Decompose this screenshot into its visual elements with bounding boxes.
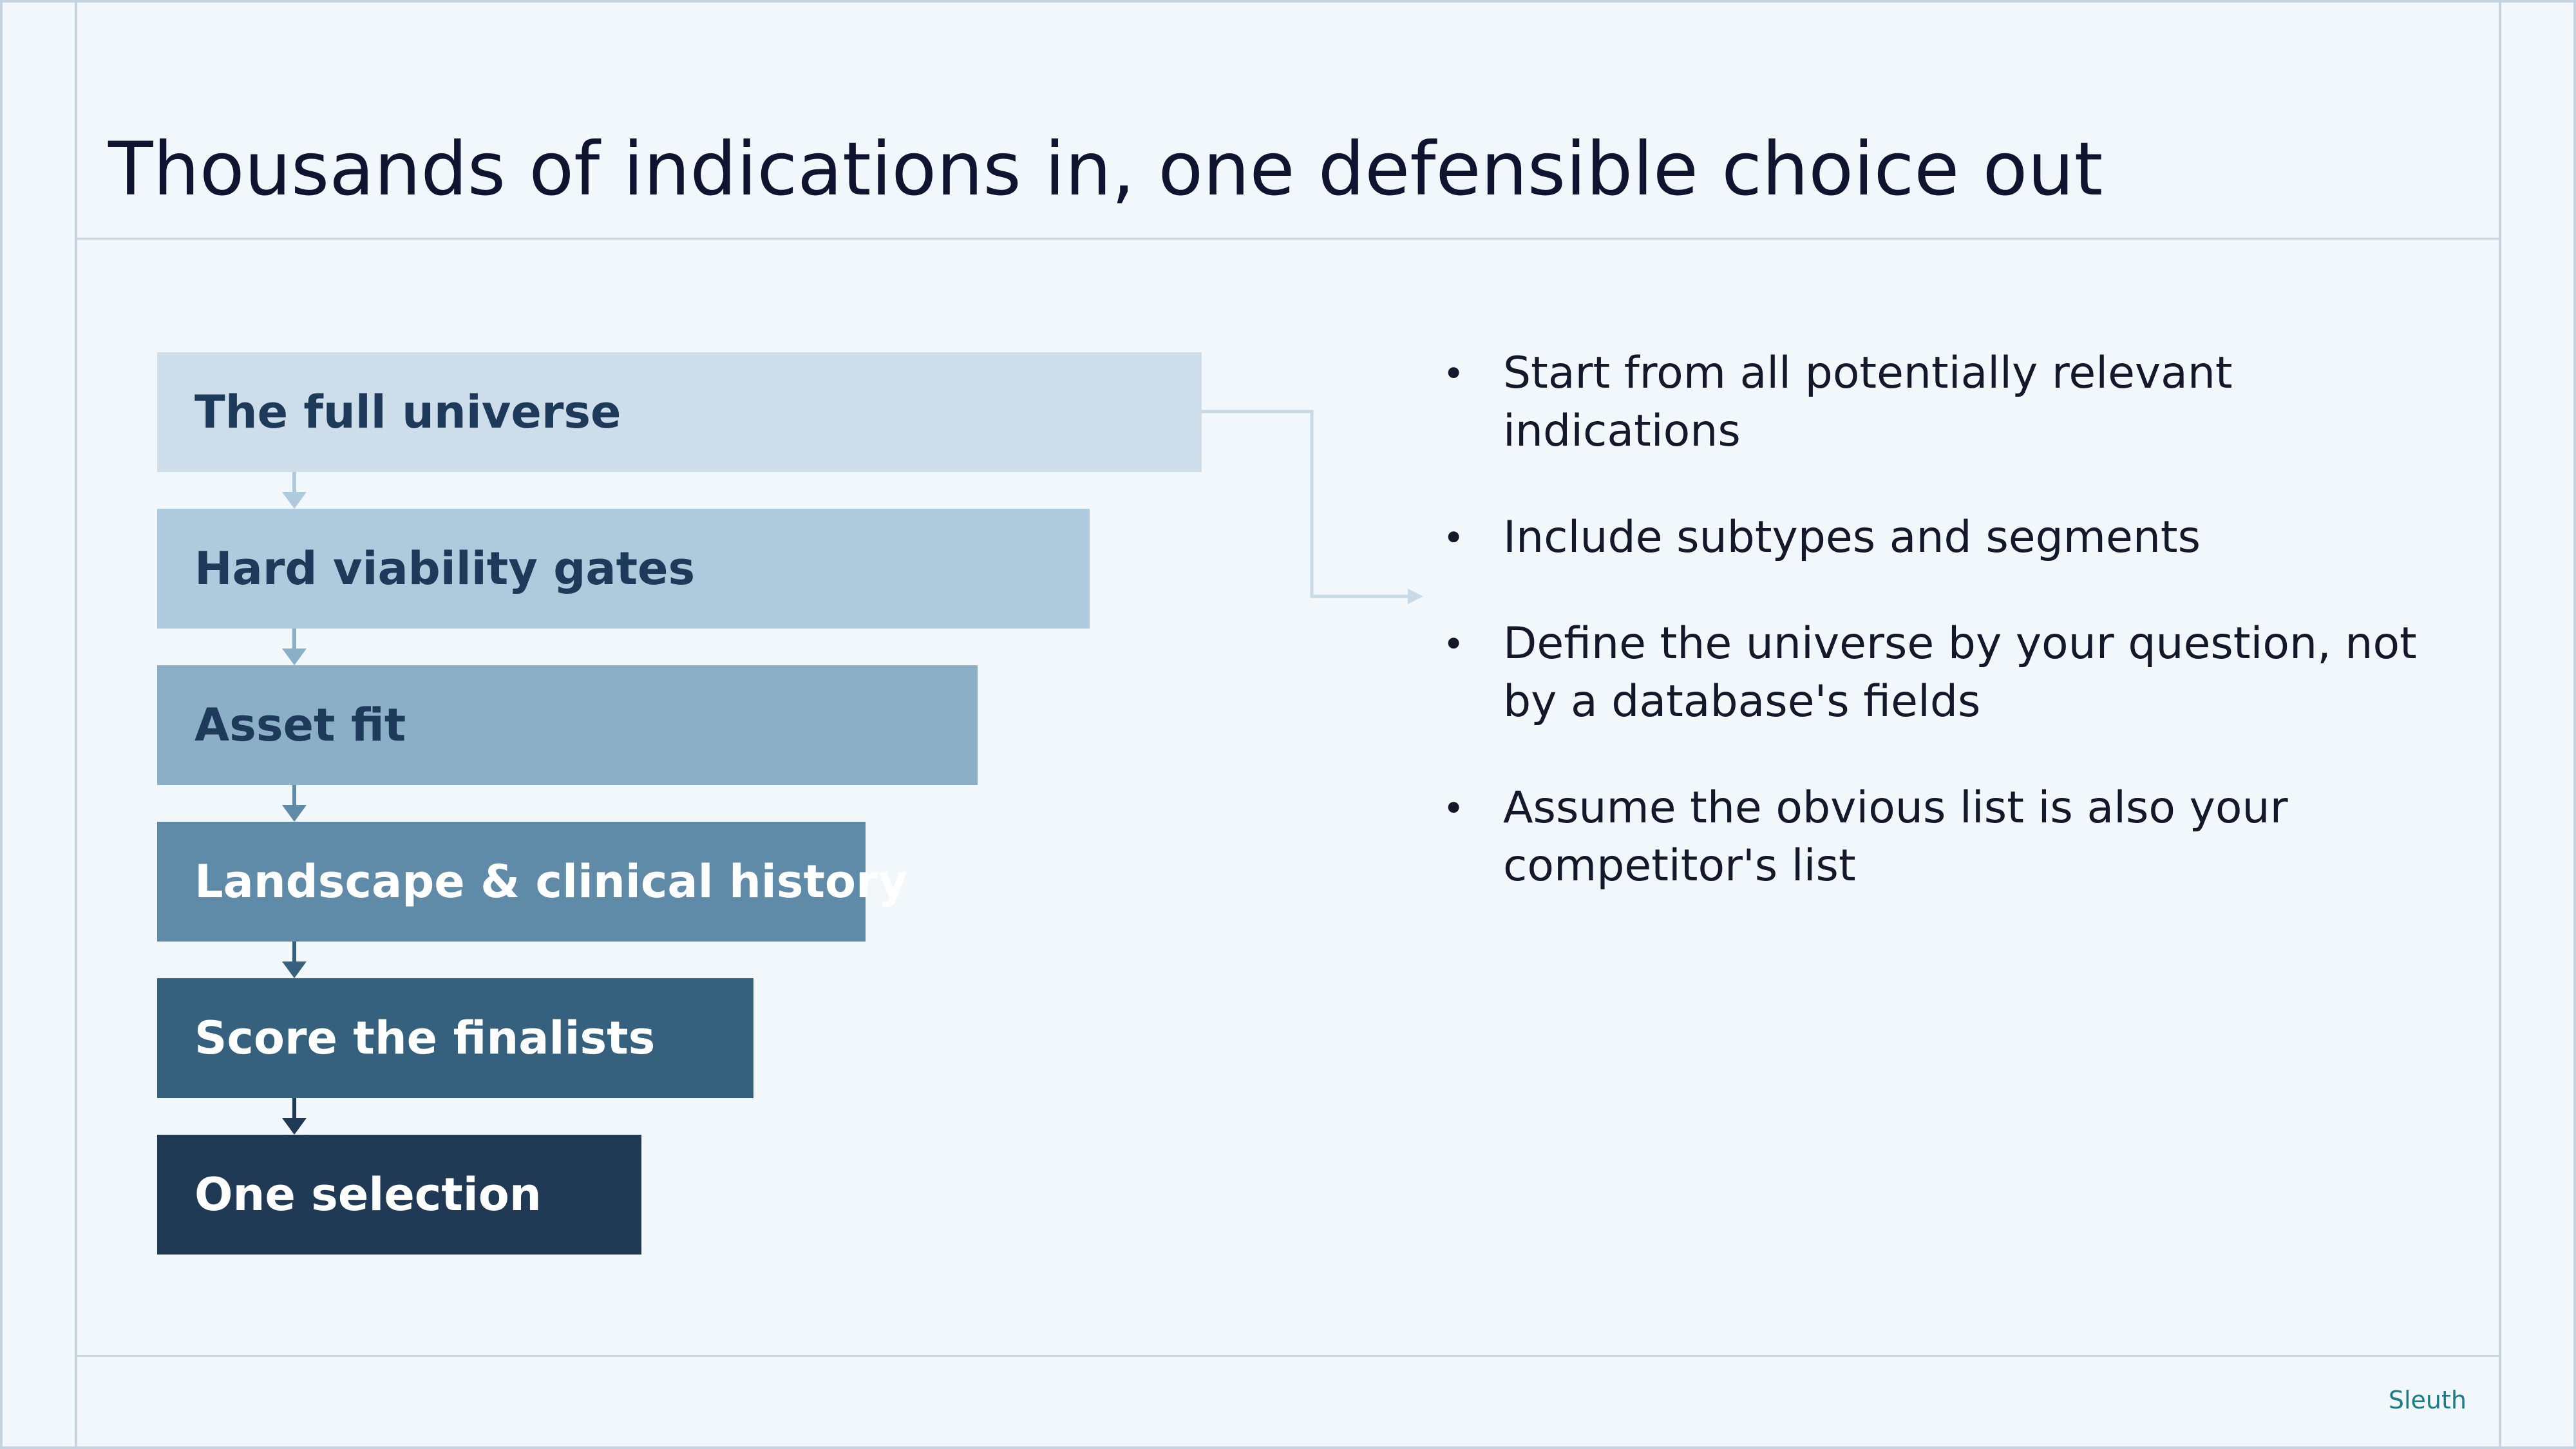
down-arrow-icon [282,785,307,822]
bullet-item: • Include subtypes and segments [1443,512,2201,563]
funnel-stage-label: Landscape & clinical history [194,855,908,908]
funnel-stage-landscape-clinical-history: Landscape & clinical history [157,822,907,942]
bullet-list: • Start from all potentially relevant ind… [1436,345,2441,943]
bullet-item: • Define the universe by your question, n… [1443,618,2417,727]
frame-bottom [0,1446,2576,1449]
frame-right-outer [2573,0,2576,1449]
down-arrow-icon [282,942,307,978]
funnel-stage-full-universe: The full universe [157,352,1202,472]
funnel-stage-label: One selection [194,1168,542,1221]
footer-divider [75,1355,2501,1357]
funnel-stage-label: Hard viability gates [194,542,696,595]
bullet-item: • Start from all potentially relevant ind… [1443,348,2233,457]
down-arrow-icon [282,472,307,509]
bullet-item: • Assume the obvious list is also your co… [1443,782,2288,891]
frame-right-inner [2499,0,2501,1449]
header-divider [75,238,2501,240]
funnel-stage-hard-viability-gates: Hard viability gates [157,509,1090,629]
bullet-text: Start from all potentially relevant indi… [1503,348,2233,457]
bullet-text: Include subtypes and segments [1503,512,2201,563]
funnel-stage-score-finalists: Score the finalists [157,978,753,1098]
funnel-stage-label: Score the finalists [194,1012,656,1065]
frame-left-inner [75,0,77,1449]
bullet-text: Assume the obvious list is also your com… [1503,782,2288,891]
funnel-stage-one-selection: One selection [157,1135,641,1255]
bullet-text: Define the universe by your question, no… [1503,618,2417,727]
funnel-stage-label: The full universe [194,386,621,439]
funnel-stage-asset-fit: Asset fit [157,665,978,785]
frame-top [0,0,2576,3]
slide-title: Thousands of indications in, one defensi… [108,126,2103,212]
frame-left-outer [0,0,3,1449]
brand-label: Sleuth [2388,1386,2467,1414]
down-arrow-icon [282,629,307,665]
funnel-stage-label: Asset fit [194,699,406,752]
down-arrow-icon [282,1098,307,1135]
